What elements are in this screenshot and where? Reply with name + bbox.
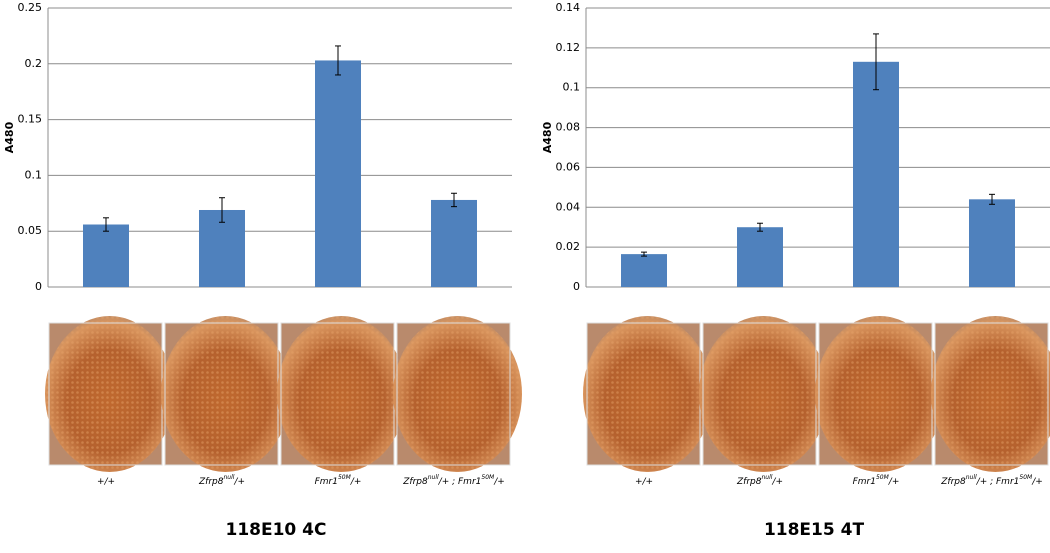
eye-photo xyxy=(931,316,1050,472)
error-bar xyxy=(219,197,225,223)
photo-border xyxy=(396,322,511,466)
category-label: Zfrp8null/+ ; Fmr150M/+ xyxy=(402,474,505,487)
y-tick-label: 0.1 xyxy=(25,168,43,181)
chart-title: 118E10 4C xyxy=(226,520,327,540)
label-part: /+ xyxy=(888,477,900,487)
eye-photo xyxy=(45,316,174,472)
eye-photo xyxy=(277,316,406,472)
bar xyxy=(83,224,129,287)
y-tick-label: 0.05 xyxy=(18,224,43,237)
eye-photo xyxy=(161,316,290,472)
label-part: /+ xyxy=(771,477,783,487)
label-part: null xyxy=(966,474,977,481)
error-bar xyxy=(757,222,763,232)
label-part: 50M xyxy=(1019,474,1033,481)
category-label: Zfrp8null/+ xyxy=(736,474,783,487)
label-part: Zfrp8 xyxy=(402,477,428,487)
y-tick-label: 0.15 xyxy=(18,113,43,126)
eye-facets xyxy=(699,316,828,472)
label-part: /+ xyxy=(493,477,505,487)
eye-facets xyxy=(45,316,174,472)
y-tick-label: 0.02 xyxy=(556,240,581,253)
label-part: Fmr1 xyxy=(315,477,338,487)
label-part: +/+ xyxy=(97,477,115,487)
bar xyxy=(199,209,245,287)
eye-facets xyxy=(393,316,522,472)
error-bar xyxy=(641,251,647,257)
error-bar xyxy=(103,217,109,232)
label-part: 50M xyxy=(338,474,352,481)
error-bar xyxy=(451,192,457,208)
eye-photo xyxy=(393,316,522,472)
label-part: 50M xyxy=(876,474,890,481)
label-part: Fmr1 xyxy=(853,477,876,487)
eye-photo xyxy=(583,316,712,472)
y-tick-label: 0.06 xyxy=(556,160,581,173)
bar xyxy=(969,199,1015,287)
bar xyxy=(621,254,667,287)
bar xyxy=(431,199,477,287)
eye-photo xyxy=(815,316,944,472)
label-part: Zfrp8 xyxy=(736,477,762,487)
error-bar xyxy=(873,33,879,91)
category-label: Fmr150M/+ xyxy=(853,474,900,487)
bar xyxy=(315,60,361,288)
y-tick-label: 0.04 xyxy=(556,200,581,213)
y-axis-label: A480 xyxy=(3,121,16,153)
y-tick-label: 0.08 xyxy=(556,121,581,134)
label-part: null xyxy=(223,474,234,481)
y-tick-label: 0.14 xyxy=(556,1,581,14)
error-bar xyxy=(335,45,341,76)
eye-photo xyxy=(699,316,828,472)
chart-title: 118E15 4T xyxy=(764,520,865,540)
category-label: +/+ xyxy=(635,477,653,487)
category-label: Fmr150M/+ xyxy=(315,474,362,487)
label-part: /+ xyxy=(1031,477,1043,487)
y-axis-label: A480 xyxy=(541,121,554,153)
error-bar xyxy=(989,193,995,205)
y-tick-label: 0.25 xyxy=(18,1,43,14)
photo-border xyxy=(934,322,1049,466)
category-label: +/+ xyxy=(97,477,115,487)
category-label: Zfrp8null/+ xyxy=(198,474,245,487)
eye-facets xyxy=(277,316,406,472)
y-tick-label: 0.2 xyxy=(25,57,43,70)
y-tick-label: 0.12 xyxy=(556,41,581,54)
label-part: 50M xyxy=(481,474,495,481)
label-part: null xyxy=(428,474,439,481)
label-part: +/+ xyxy=(635,477,653,487)
eye-facets xyxy=(161,316,290,472)
label-part: Zfrp8 xyxy=(940,477,966,487)
category-label: Zfrp8null/+ ; Fmr150M/+ xyxy=(940,474,1043,487)
bar xyxy=(737,227,783,287)
y-tick-label: 0 xyxy=(573,280,580,293)
label-part: /+ ; Fmr1 xyxy=(438,477,482,487)
label-part: /+ xyxy=(233,477,245,487)
y-tick-label: 0 xyxy=(35,280,42,293)
y-tick-label: 0.1 xyxy=(563,81,581,94)
bar xyxy=(853,61,899,287)
eye-facets xyxy=(931,316,1050,472)
label-part: /+ xyxy=(350,477,362,487)
label-part: Zfrp8 xyxy=(198,477,224,487)
eye-facets xyxy=(583,316,712,472)
label-part: /+ ; Fmr1 xyxy=(976,477,1020,487)
label-part: null xyxy=(761,474,772,481)
eye-facets xyxy=(815,316,944,472)
